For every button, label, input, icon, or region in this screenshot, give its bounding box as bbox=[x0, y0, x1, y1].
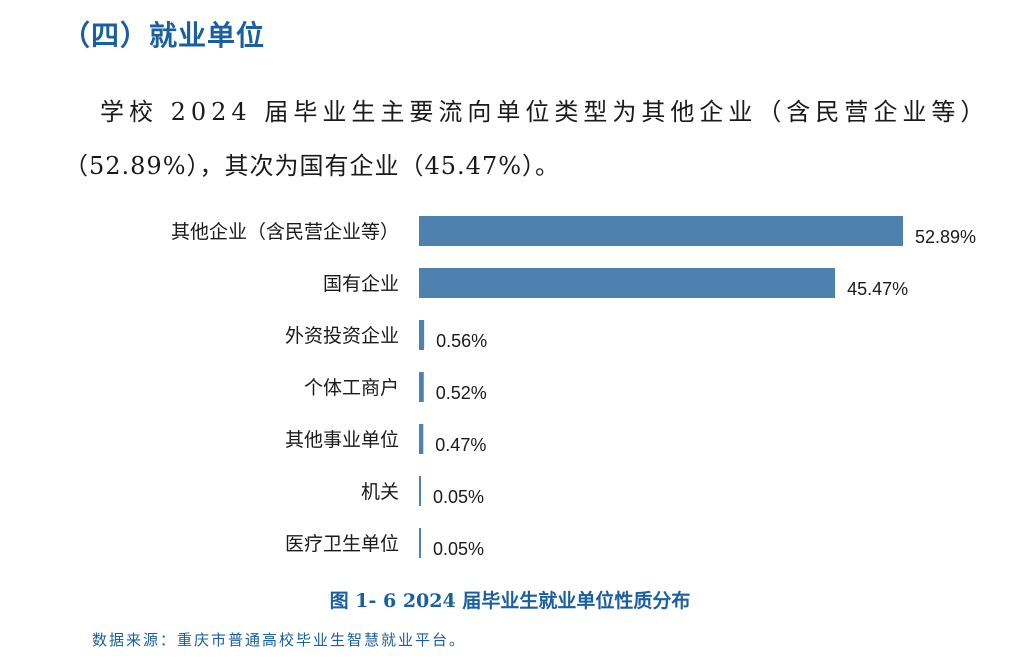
category-label-6: 医疗卫生单位 bbox=[285, 533, 399, 555]
data-source-note: 数据来源：重庆市普通高校毕业生智慧就业平台。 bbox=[92, 631, 467, 649]
category-label-4: 其他事业单位 bbox=[285, 429, 399, 451]
value-label-1: 45.47% bbox=[847, 279, 908, 299]
bar-4 bbox=[419, 424, 424, 454]
category-label-1: 国有企业 bbox=[323, 273, 399, 295]
category-label-5: 机关 bbox=[361, 481, 399, 503]
value-label-0: 52.89% bbox=[915, 227, 976, 247]
bar-1 bbox=[419, 268, 836, 298]
value-label-4: 0.47% bbox=[435, 435, 486, 455]
bar-0 bbox=[419, 216, 903, 246]
bar-chart: 其他企业（含民营企业等） 52.89% 国有企业 45.47% 外资投资企业 0.56% 个… bbox=[171, 216, 976, 559]
category-label-2: 外资投资企业 bbox=[285, 325, 399, 347]
summary-paragraph-line-1: 学校 2024 届毕业生主要流向单位类型为其他企业（含民营企业等） bbox=[100, 98, 990, 126]
category-label-3: 个体工商户 bbox=[304, 377, 399, 399]
category-label-0: 其他企业（含民营企业等） bbox=[171, 221, 399, 243]
bar-2 bbox=[419, 320, 425, 350]
bar-6 bbox=[419, 528, 421, 558]
section-heading: （四）就业单位 bbox=[62, 19, 266, 52]
bar-3 bbox=[419, 372, 424, 402]
value-label-5: 0.05% bbox=[433, 487, 484, 507]
value-label-3: 0.52% bbox=[436, 383, 487, 403]
chart-caption: 图 1- 6 2024 届毕业生就业单位性质分布 bbox=[329, 590, 691, 612]
value-label-2: 0.56% bbox=[436, 331, 487, 351]
value-label-6: 0.05% bbox=[433, 539, 484, 559]
summary-paragraph-line-2: （52.89%），其次为国有企业（45.47%）。 bbox=[64, 152, 561, 180]
bar-5 bbox=[419, 476, 421, 506]
